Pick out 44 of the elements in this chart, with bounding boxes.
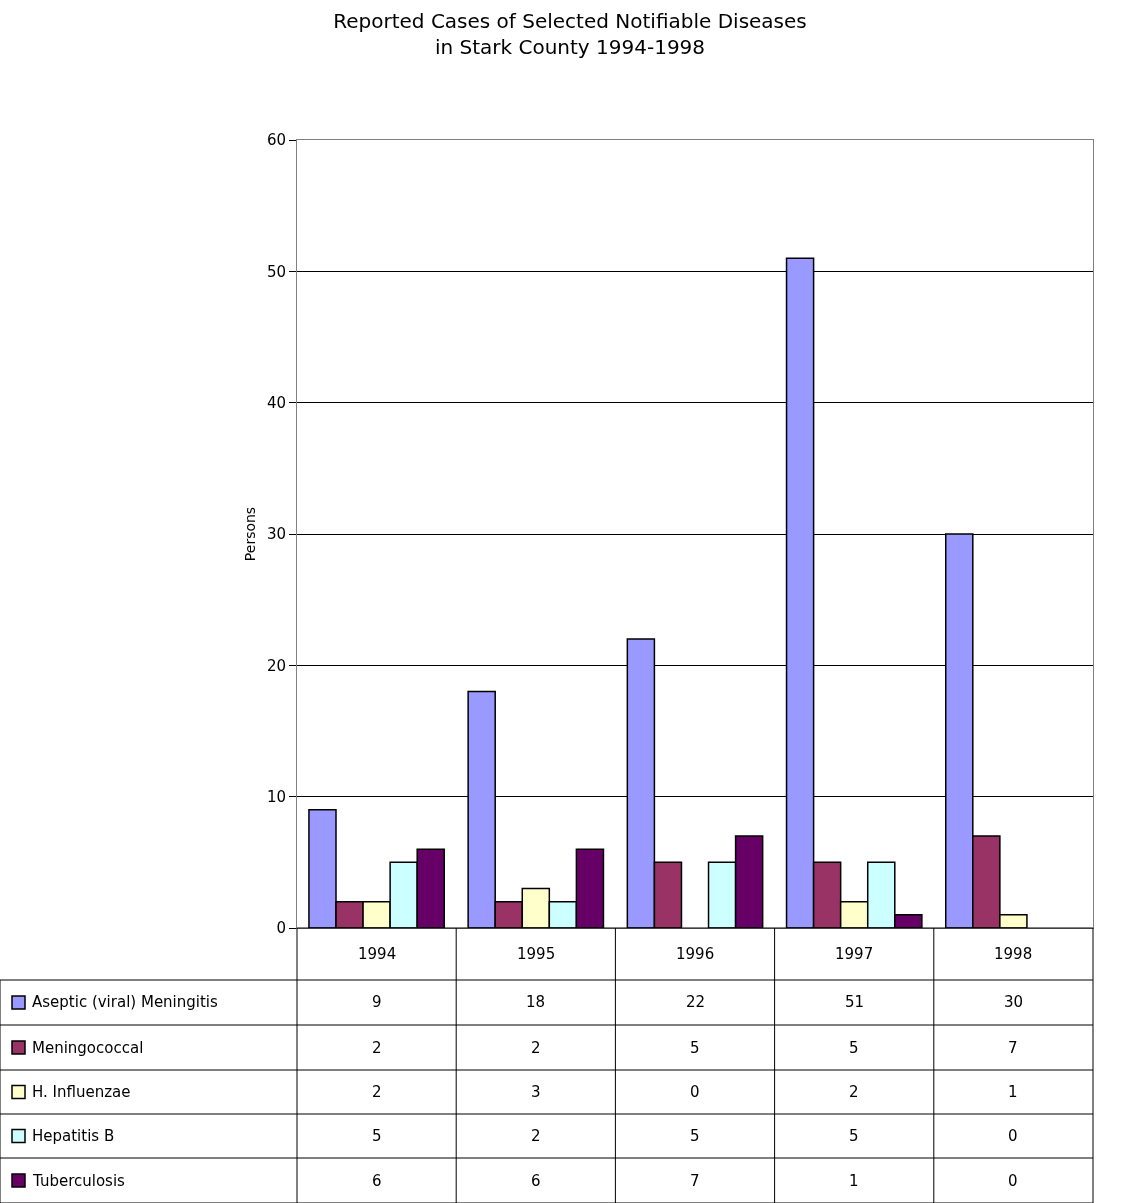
data-label: 1 [1008, 1083, 1018, 1101]
data-label: 2 [531, 1039, 541, 1057]
y-axis-title: Persons [241, 506, 258, 562]
data-label: 18 [526, 993, 546, 1011]
data-label: 2 [849, 1083, 859, 1101]
x-tick-label: 1996 [676, 945, 715, 963]
legend-label: H. Influenzae [32, 1083, 131, 1101]
data-label: 3 [531, 1083, 541, 1101]
data-label: 7 [1008, 1039, 1018, 1057]
data-label: 5 [372, 1127, 382, 1145]
data-label: 2 [531, 1127, 541, 1145]
data-label: 9 [372, 993, 382, 1011]
data-label: 2 [372, 1083, 382, 1101]
data-label: 6 [372, 1172, 382, 1190]
data-label: 22 [686, 993, 706, 1011]
data-label: 30 [1004, 993, 1024, 1011]
y-tick-label: 20 [266, 656, 286, 675]
data-label: 0 [1008, 1172, 1018, 1190]
data-label: 0 [1008, 1127, 1018, 1145]
data-label: 51 [845, 993, 865, 1011]
x-tick-label: 1998 [994, 945, 1033, 963]
y-tick-label: 40 [266, 393, 286, 412]
y-tick-label: 50 [266, 262, 286, 281]
data-label: 5 [849, 1039, 859, 1057]
data-label: 6 [531, 1172, 541, 1190]
data-label: 5 [690, 1039, 700, 1057]
legend-label: Aseptic (viral) Meningitis [32, 993, 219, 1011]
y-tick-label: 30 [266, 525, 286, 544]
y-tick-label: 10 [266, 787, 286, 806]
data-label: 1 [849, 1172, 859, 1190]
data-label: 2 [372, 1039, 382, 1057]
x-tick-label: 1995 [517, 945, 556, 963]
data-label: 0 [690, 1083, 700, 1101]
data-label: 5 [690, 1127, 700, 1145]
chart-title: Reported Cases of Selected Notifiable Diseases in Stark County 1994-1998 [333, 9, 807, 59]
x-tick-label: 1997 [835, 945, 874, 963]
legend-label: Tuberculosis [32, 1172, 126, 1190]
data-label: 7 [690, 1172, 700, 1190]
x-tick-label: 1994 [358, 945, 397, 963]
legend-label: Meningococcal [32, 1039, 144, 1057]
data-label: 5 [849, 1127, 859, 1145]
y-tick-label: 0 [276, 919, 286, 938]
legend-label: Hepatitis B [32, 1127, 115, 1145]
y-tick-label: 60 [266, 131, 286, 150]
